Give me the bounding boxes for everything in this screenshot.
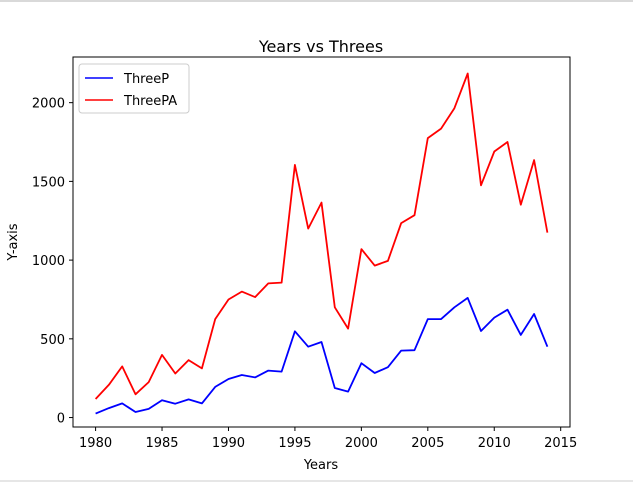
- x-tick-label: 1990: [212, 436, 245, 451]
- x-axis: 1980 1985 1990 1995 2000 2005 2010 2015: [79, 427, 577, 451]
- series-lines: [94, 72, 549, 415]
- y-tick-label: 2000: [32, 97, 65, 112]
- y-tick-label: 1000: [32, 254, 65, 269]
- x-tick-label: 2005: [411, 436, 444, 451]
- x-axis-label: Years: [303, 458, 339, 473]
- y-axis: 0 500 1000 1500 2000: [32, 97, 73, 427]
- legend-label-threep: ThreeP: [123, 72, 169, 87]
- x-tick-label: 2000: [345, 436, 378, 451]
- y-tick-label: 1500: [32, 175, 65, 190]
- x-tick-label: 1995: [278, 436, 311, 451]
- series-line-threep: [95, 296, 549, 415]
- plot-area: [72, 56, 571, 428]
- series-line-threepa: [94, 72, 549, 400]
- x-tick-label: 2015: [544, 436, 577, 451]
- y-axis-label: Y-axis: [6, 223, 21, 261]
- chart-title: Years vs Threes: [258, 37, 383, 56]
- x-tick-label: 2010: [478, 436, 511, 451]
- x-tick-label: 1985: [145, 436, 178, 451]
- y-tick-label: 0: [57, 412, 65, 427]
- legend-label-threepa: ThreePA: [123, 94, 177, 109]
- window-bottom-border: [0, 480, 633, 482]
- y-tick-label: 500: [40, 333, 65, 348]
- legend: ThreeP ThreePA: [78, 63, 190, 114]
- window-top-border: [0, 0, 633, 2]
- x-tick-label: 1980: [79, 436, 112, 451]
